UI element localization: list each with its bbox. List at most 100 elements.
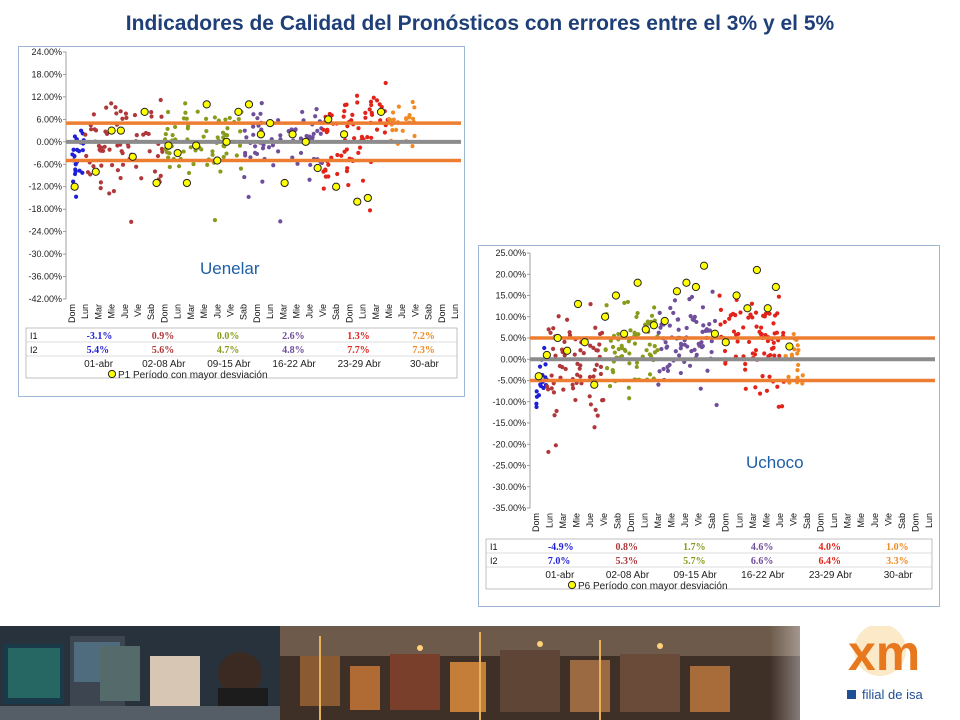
data-point bbox=[404, 117, 409, 122]
max-deviation-marker bbox=[649, 321, 658, 330]
data-point bbox=[195, 109, 200, 114]
indicator-table bbox=[485, 538, 933, 590]
data-point bbox=[678, 341, 684, 346]
data-point bbox=[234, 153, 239, 158]
data-point bbox=[335, 171, 340, 177]
data-point bbox=[772, 353, 777, 358]
data-point bbox=[123, 111, 129, 116]
data-point bbox=[610, 344, 616, 350]
data-point bbox=[339, 153, 344, 158]
table-row-label: I2 bbox=[30, 345, 38, 355]
data-point bbox=[345, 124, 350, 129]
data-point bbox=[760, 374, 765, 379]
x-tick-label: Lun bbox=[734, 513, 744, 528]
data-point bbox=[352, 136, 357, 141]
data-point bbox=[165, 109, 171, 115]
data-point bbox=[260, 179, 265, 184]
y-tick-label: -5.00% bbox=[497, 376, 526, 386]
data-point bbox=[165, 126, 170, 132]
data-point bbox=[647, 342, 652, 347]
max-deviation-marker bbox=[633, 278, 642, 287]
data-point bbox=[315, 128, 320, 134]
max-deviation-marker bbox=[771, 282, 780, 292]
data-point bbox=[158, 97, 163, 103]
data-point bbox=[543, 362, 548, 367]
y-tick-label: 0.00% bbox=[36, 137, 62, 147]
data-point bbox=[581, 350, 586, 356]
data-point bbox=[731, 329, 737, 334]
data-point bbox=[664, 345, 669, 350]
data-point bbox=[627, 396, 632, 401]
data-point bbox=[407, 115, 412, 120]
data-point bbox=[143, 130, 149, 136]
data-point bbox=[355, 100, 360, 105]
max-deviation-marker bbox=[563, 346, 572, 355]
data-point bbox=[587, 394, 592, 399]
data-point bbox=[215, 135, 220, 140]
data-point bbox=[753, 348, 759, 353]
data-point bbox=[753, 310, 759, 315]
max-deviation-marker bbox=[91, 167, 100, 176]
data-point bbox=[300, 109, 305, 115]
max-deviation-marker bbox=[128, 152, 137, 161]
data-point bbox=[360, 178, 366, 183]
data-point bbox=[689, 349, 694, 354]
data-point bbox=[113, 105, 118, 110]
data-point bbox=[218, 169, 223, 174]
max-deviation-marker bbox=[611, 291, 621, 300]
table-cell: 2.6% bbox=[282, 331, 305, 342]
max-deviation-marker bbox=[266, 119, 275, 128]
data-point bbox=[746, 339, 752, 345]
data-point bbox=[552, 413, 557, 418]
data-point bbox=[678, 346, 683, 351]
data-point bbox=[551, 390, 557, 395]
data-point bbox=[126, 144, 131, 149]
data-point bbox=[107, 147, 112, 152]
table-cell: 0.9% bbox=[152, 331, 175, 342]
data-point bbox=[71, 147, 76, 152]
data-point bbox=[775, 384, 780, 389]
data-point bbox=[603, 347, 608, 352]
data-point bbox=[593, 407, 598, 412]
data-point bbox=[750, 315, 755, 320]
data-point bbox=[210, 149, 215, 154]
x-tick-label: Dom bbox=[437, 304, 447, 323]
data-point bbox=[412, 105, 417, 110]
data-point bbox=[796, 347, 801, 353]
data-point bbox=[587, 374, 593, 380]
x-tick-label: Jue bbox=[305, 304, 315, 319]
data-point bbox=[599, 330, 605, 336]
data-point bbox=[795, 368, 800, 373]
data-point bbox=[335, 152, 340, 158]
data-point bbox=[132, 112, 138, 118]
data-point bbox=[762, 351, 767, 356]
data-point bbox=[259, 101, 264, 106]
x-tick-label: Lun bbox=[173, 304, 183, 319]
data-point bbox=[722, 348, 728, 354]
max-deviation-marker bbox=[590, 380, 599, 389]
data-point bbox=[183, 101, 188, 106]
data-point bbox=[563, 366, 568, 372]
y-tick-label: 0.00% bbox=[500, 354, 526, 364]
data-point bbox=[743, 361, 748, 367]
max-deviation-marker bbox=[376, 107, 386, 116]
max-deviation-marker bbox=[785, 342, 794, 351]
data-point bbox=[694, 352, 699, 357]
data-point bbox=[792, 347, 797, 352]
max-deviation-marker bbox=[721, 338, 730, 347]
data-point bbox=[567, 330, 572, 335]
max-deviation-marker bbox=[152, 178, 161, 188]
max-deviation-marker bbox=[682, 278, 691, 287]
x-tick-label: Vie bbox=[883, 513, 893, 526]
data-point bbox=[668, 305, 673, 311]
data-point bbox=[185, 124, 191, 129]
data-point bbox=[671, 310, 676, 316]
data-point bbox=[612, 350, 617, 355]
logo-text: xm bbox=[848, 626, 920, 681]
data-point bbox=[308, 162, 313, 168]
x-tick-label: Lun bbox=[450, 304, 460, 319]
max-deviation-marker bbox=[182, 178, 191, 188]
data-point bbox=[111, 189, 116, 194]
data-point bbox=[368, 99, 374, 104]
data-point bbox=[597, 342, 602, 347]
